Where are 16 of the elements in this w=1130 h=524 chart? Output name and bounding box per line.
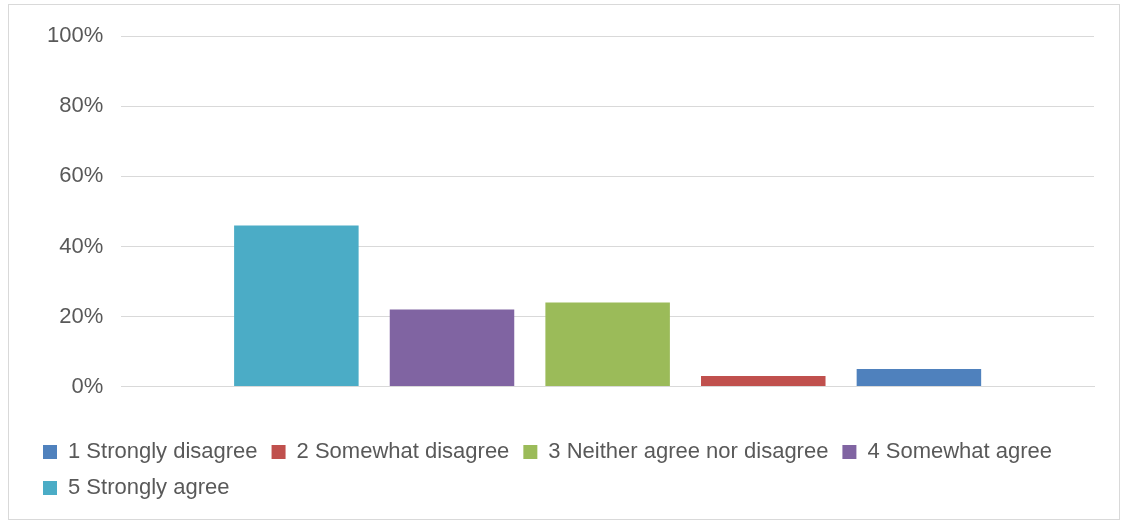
legend-label: 2 Somewhat disagree	[296, 438, 510, 464]
legend-label: 5 Strongly agree	[68, 474, 230, 500]
bar	[701, 376, 826, 387]
y-tick-label: 60%	[59, 162, 104, 188]
legend-label: 1 Strongly disagree	[68, 438, 258, 464]
bar	[389, 309, 515, 387]
y-tick-label: 80%	[59, 92, 104, 118]
bar	[856, 369, 982, 387]
y-tick-label: 0%	[71, 372, 104, 398]
y-tick-label: 100%	[46, 22, 104, 48]
bar	[545, 302, 670, 387]
bar	[234, 225, 359, 387]
y-tick-label: 40%	[59, 232, 104, 258]
legend-label: 4 Somewhat agree	[867, 438, 1053, 464]
y-tick-label: 20%	[59, 302, 104, 328]
legend-label: 3 Neither agree nor disagree	[548, 438, 829, 464]
